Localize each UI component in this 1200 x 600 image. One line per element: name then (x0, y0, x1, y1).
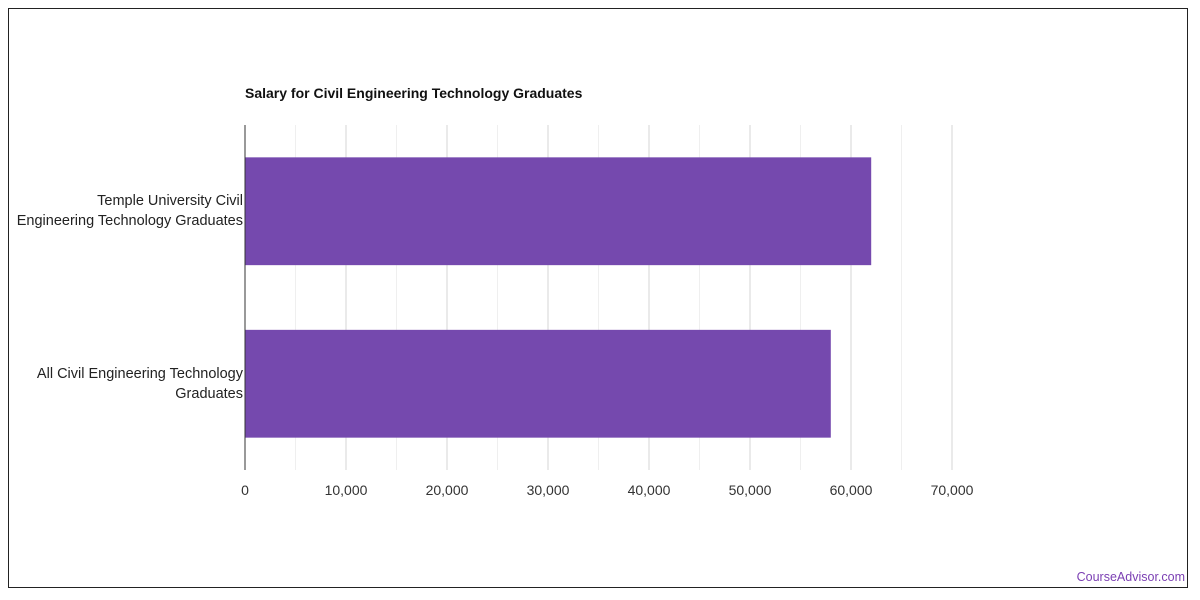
y-tick-label-line: Graduates (175, 385, 243, 402)
x-tick-label: 30,000 (527, 482, 570, 498)
y-tick-label: All Civil Engineering Technology Graduate… (7, 364, 243, 404)
bar-1 (245, 329, 831, 438)
y-tick-label-line: All Civil Engineering Technology (36, 365, 243, 382)
bar-0 (245, 157, 872, 266)
x-tick-label: 10,000 (325, 482, 368, 498)
chart-frame (8, 8, 1188, 588)
x-tick-label: 0 (241, 482, 249, 498)
x-tick-label: 70,000 (931, 482, 974, 498)
y-tick-label-line: Temple University Civil (97, 193, 243, 210)
credit-link[interactable]: CourseAdvisor.com (1076, 570, 1185, 584)
y-tick-label-line: Engineering Technology Graduates (16, 213, 243, 230)
x-tick-label: 60,000 (830, 482, 873, 498)
x-tick-label: 40,000 (628, 482, 671, 498)
y-tick-label: Temple University Civil Engineering Techn… (7, 191, 243, 231)
chart-title: Salary for Civil Engineering Technology … (245, 85, 583, 101)
x-tick-label: 20,000 (426, 482, 469, 498)
x-tick-label: 50,000 (729, 482, 772, 498)
